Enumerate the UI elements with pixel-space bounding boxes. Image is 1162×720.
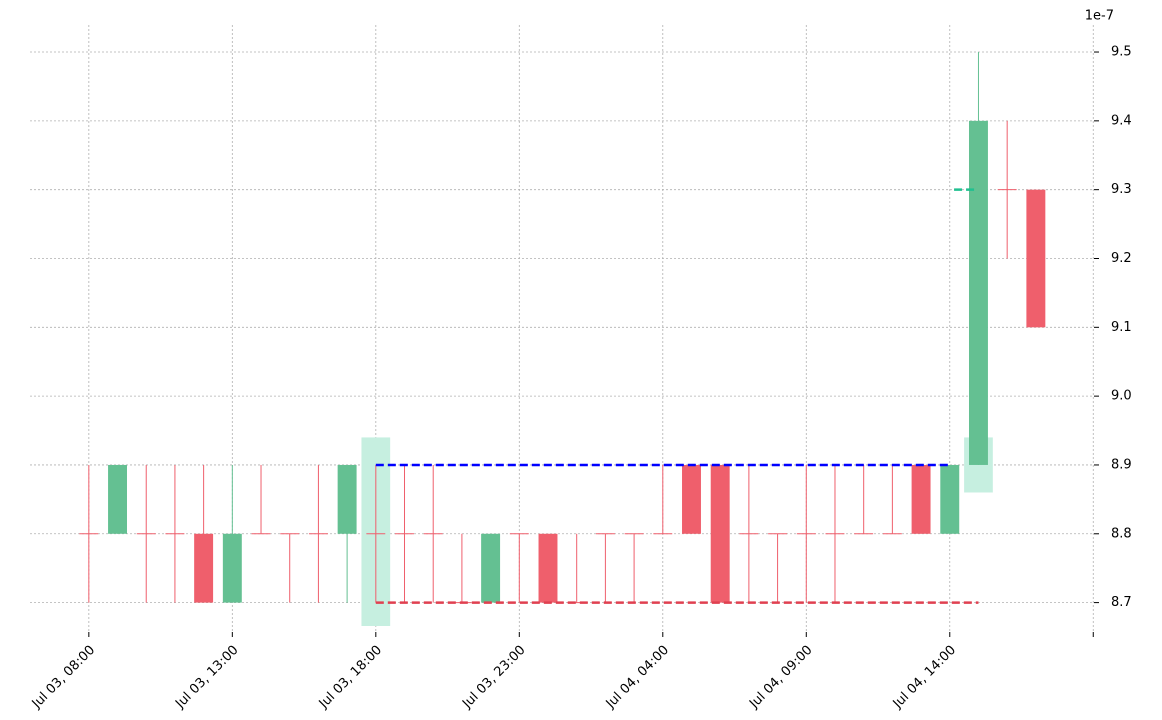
- y-tick-label: 9.3: [1111, 182, 1132, 197]
- x-tick-label: Jul 03, 08:00: [29, 643, 98, 712]
- candle-body: [1026, 189, 1046, 328]
- candle-body: [682, 464, 701, 534]
- x-tick-label: Jul 04, 09:00: [746, 643, 815, 712]
- candle-body: [337, 464, 357, 534]
- candle-body: [940, 464, 960, 534]
- y-tick-label: 8.8: [1111, 526, 1132, 541]
- candle-body: [108, 464, 127, 534]
- candle-body: [222, 533, 242, 603]
- candle-body: [538, 533, 558, 603]
- candle-body: [194, 533, 214, 603]
- y-tick-label: 8.7: [1111, 595, 1132, 610]
- y-tick-label: 9.5: [1111, 45, 1132, 60]
- x-tick-label: Jul 04, 04:00: [603, 643, 672, 712]
- offset-label: 1e-7: [1085, 9, 1114, 24]
- x-tick-label: Jul 04, 14:00: [890, 643, 959, 712]
- x-tick-label: Jul 03, 23:00: [459, 643, 528, 712]
- x-tick-label: Jul 03, 13:00: [172, 643, 241, 712]
- candle-body: [911, 464, 931, 534]
- y-tick-label: 8.9: [1111, 457, 1132, 472]
- y-tick-label: 9.1: [1111, 320, 1132, 335]
- candle-body: [968, 120, 988, 465]
- candle-body: [481, 533, 501, 603]
- y-tick-label: 9.4: [1111, 113, 1132, 128]
- y-tick-label: 9.2: [1111, 251, 1132, 266]
- candle-body: [710, 464, 730, 603]
- y-tick-label: 9.0: [1111, 389, 1132, 404]
- x-tick-label: Jul 03, 18:00: [316, 643, 385, 712]
